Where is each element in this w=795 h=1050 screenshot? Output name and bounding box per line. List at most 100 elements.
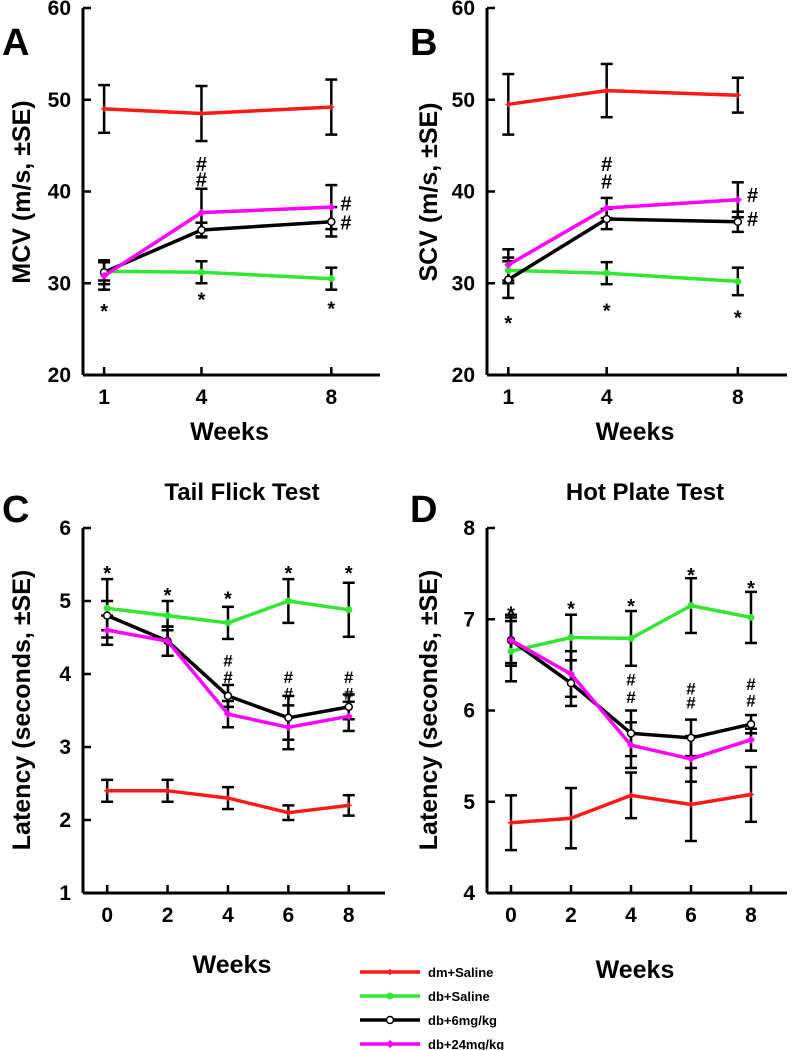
y-tick-label: 6	[463, 700, 475, 723]
x-tick-label: 6	[685, 904, 697, 927]
significance-hash: #	[344, 684, 354, 703]
y-tick-label: 30	[452, 272, 475, 295]
x-tick-label: 8	[325, 386, 337, 409]
significance-star: *	[567, 599, 575, 621]
data-point	[567, 670, 575, 678]
y-tick-label: 5	[59, 590, 71, 613]
data-point	[504, 266, 512, 274]
data-point	[733, 195, 742, 204]
data-point	[627, 634, 635, 642]
significance-hash: #	[747, 185, 758, 207]
significance-star: *	[224, 589, 232, 611]
series-line-db-24	[103, 626, 353, 732]
series-db-24	[502, 181, 744, 282]
significance-hash: #	[284, 684, 294, 703]
data-point	[223, 710, 232, 719]
data-point	[224, 619, 232, 627]
data-point	[747, 735, 755, 744]
data-point	[327, 203, 336, 212]
series-db-saline	[505, 576, 757, 683]
data-point	[567, 634, 575, 641]
data-point	[507, 636, 515, 645]
x-tick-label: 0	[505, 904, 517, 927]
y-axis-label: Latency (seconds, ±SE)	[415, 570, 443, 850]
data-point	[734, 277, 742, 285]
series-db-saline	[502, 256, 744, 297]
significance-hash: #	[223, 668, 233, 687]
data-point	[284, 597, 292, 605]
y-tick-label: 8	[463, 517, 475, 540]
data-point	[223, 691, 233, 701]
significance-hash: #	[601, 171, 612, 193]
panel-label: C	[2, 489, 29, 531]
data-point	[345, 802, 352, 809]
data-point	[746, 719, 756, 729]
legend: dm+Saline db+Saline db+6mg/kg db+24mg/kg	[360, 965, 504, 1050]
data-point	[504, 275, 513, 284]
significance-star: *	[627, 596, 635, 618]
significance-star: *	[164, 585, 172, 607]
significance-hash: #	[746, 692, 756, 711]
significance-hash: #	[747, 209, 758, 231]
y-tick-label: 1	[59, 882, 71, 905]
y-axis-label: SCV (m/s, ±SE)	[415, 102, 443, 281]
data-point	[103, 604, 111, 612]
series-line	[103, 205, 332, 278]
data-point	[602, 204, 611, 213]
data-point	[734, 92, 741, 99]
data-point	[603, 87, 610, 94]
series-line-dm-saline	[508, 791, 754, 826]
x-axis-label: Weeks	[596, 956, 675, 984]
y-tick-label: 5	[463, 791, 475, 814]
series-line-db-6	[99, 217, 336, 277]
chart-title: Tail Flick Test	[164, 479, 319, 506]
data-point	[328, 104, 335, 111]
y-tick-label: 3	[59, 736, 71, 759]
data-point	[568, 815, 574, 822]
significance-hash: #	[601, 154, 612, 176]
x-tick-label: 8	[745, 904, 757, 927]
series-line-dm-saline	[101, 104, 335, 117]
data-point	[164, 612, 172, 620]
data-point	[508, 819, 514, 826]
data-point	[747, 613, 755, 621]
legend-label: dm+Saline	[428, 965, 493, 980]
significance-star: *	[507, 603, 515, 625]
significance-star: *	[284, 563, 292, 585]
legend-item-dm-saline: dm+Saline	[360, 965, 493, 980]
x-tick-label: 1	[502, 386, 514, 409]
data-point	[197, 268, 205, 276]
series-line-db-saline	[504, 266, 742, 285]
data-point	[104, 787, 111, 794]
significance-hash: #	[686, 680, 696, 699]
legend-item-db-saline: db+Saline	[360, 989, 490, 1004]
significance-star: *	[603, 300, 611, 322]
data-point	[687, 602, 695, 610]
data-point	[627, 741, 635, 750]
significance-star: *	[103, 563, 111, 585]
data-point	[197, 208, 206, 217]
series-line-dm-saline	[104, 787, 352, 816]
significance-hash: #	[284, 668, 294, 687]
data-point	[602, 214, 611, 224]
x-tick-label: 2	[565, 904, 577, 927]
data-point	[344, 702, 354, 712]
significance-star: *	[345, 563, 353, 585]
significance-hash: #	[196, 154, 207, 176]
data-point	[100, 271, 109, 280]
chart-title: Hot Plate Test	[566, 479, 724, 506]
data-point	[163, 637, 172, 646]
significance-hash: #	[626, 671, 636, 690]
data-point	[748, 791, 754, 798]
significance-hash: #	[340, 213, 351, 235]
data-point	[285, 809, 292, 816]
series-dm-saline	[505, 765, 757, 852]
data-point	[507, 647, 515, 655]
data-point	[566, 678, 576, 688]
y-axis-label: Latency (seconds, ±SE)	[8, 570, 36, 850]
y-tick-label: 40	[452, 181, 475, 204]
x-axis-label: Weeks	[193, 951, 272, 979]
data-point	[284, 713, 293, 723]
legend-item-db-6: db+6mg/kg	[360, 1013, 497, 1028]
